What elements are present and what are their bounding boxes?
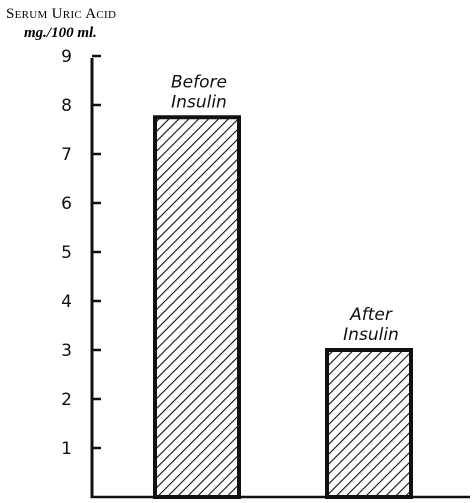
bar [325, 348, 413, 499]
y-tick-label: 8 [61, 96, 72, 116]
y-tick-label: 9 [61, 47, 72, 67]
y-ticks: 1 2 3 4 5 6 7 8 9 [61, 47, 101, 459]
y-tick-label: 7 [61, 145, 72, 165]
y-tick-label: 5 [61, 243, 72, 263]
bar-category-label: After [349, 305, 393, 325]
y-tick-label: 6 [61, 194, 72, 214]
bar-category-label: Insulin [343, 325, 399, 345]
y-axis-title-line2: mg./100 ml. [24, 25, 97, 41]
axes [90, 58, 470, 499]
y-axis-title: Serum Uric Acid mg./100 ml. [6, 6, 116, 41]
y-tick-label: 4 [61, 292, 72, 312]
bar-category-label: Insulin [171, 92, 227, 112]
y-axis-title-line1: Serum Uric Acid [6, 6, 116, 22]
bars [153, 115, 413, 499]
y-tick-label: 3 [61, 341, 72, 361]
bar-category-label: Before [171, 72, 227, 92]
bar [153, 115, 241, 499]
y-tick-label: 1 [61, 439, 72, 459]
y-tick-label: 2 [61, 390, 72, 410]
